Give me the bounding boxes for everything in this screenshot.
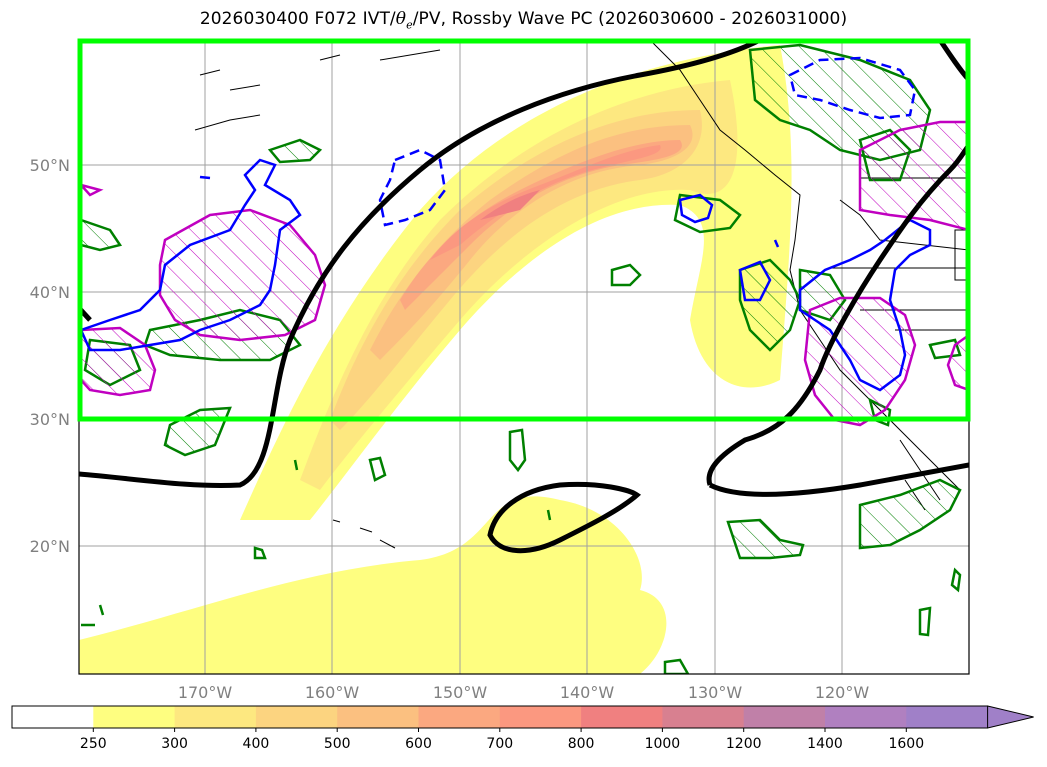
colorbar-tick-label: 1600 <box>888 736 924 752</box>
lon-label-170w: 170°W <box>178 683 233 702</box>
title-prefix: 2026030400 F072 IVT/ <box>199 9 396 29</box>
lon-label-140w: 140°W <box>560 683 615 702</box>
colorbar-tick-label: 800 <box>568 736 595 752</box>
colorbar-tick-label: 700 <box>486 736 513 752</box>
colorbar-tick-label: 1400 <box>807 736 843 752</box>
lon-label-160w: 160°W <box>305 683 360 702</box>
colorbar-swatch <box>662 706 745 728</box>
lon-label-130w: 130°W <box>688 683 743 702</box>
colorbar-swatch <box>825 706 907 728</box>
colorbar-swatch <box>93 706 176 728</box>
pv-magenta-contours <box>79 120 969 427</box>
colorbar-tick-label: 1000 <box>645 736 681 752</box>
lat-label-40n: 40°N <box>30 283 70 302</box>
ivt-shading <box>79 45 792 674</box>
colorbar-tick-label: 250 <box>80 736 107 752</box>
colorbar-swatch <box>337 706 419 728</box>
colorbar-swatch <box>255 706 338 728</box>
colorbar-tick-label: 600 <box>405 736 432 752</box>
colorbar-tick-label: 400 <box>243 736 270 752</box>
colorbar-tick-label: 300 <box>161 736 188 752</box>
lat-label-20n: 20°N <box>30 537 70 556</box>
title-theta: θ <box>395 9 407 29</box>
title-suffix: /PV, Rossby Wave PC (2026030600 - 202603… <box>412 9 848 29</box>
colorbar-swatch <box>499 706 582 728</box>
colorbar-swatch <box>174 706 257 728</box>
colorbar-swatch <box>743 706 826 728</box>
title-theta-subscript: e <box>406 18 413 32</box>
rossby-wave-contours <box>79 40 969 554</box>
colorbar-swatch <box>581 706 663 728</box>
map-title: 2026030400 F072 IVT/θe/PV, Rossby Wave P… <box>0 9 1047 31</box>
colorbar-extend-arrow <box>987 705 1034 729</box>
lon-label-150w: 150°W <box>433 683 488 702</box>
lon-label-120w: 120°W <box>815 683 870 702</box>
lat-label-30n: 30°N <box>30 410 70 429</box>
pv-blue-contours <box>79 56 932 392</box>
colorbar-swatch <box>418 706 501 728</box>
map-panel <box>79 40 969 674</box>
lat-label-50n: 50°N <box>30 156 70 175</box>
colorbar-tick-label: 500 <box>324 736 351 752</box>
colorbar-tick-label: 1200 <box>726 736 762 752</box>
colorbar-swatch <box>906 706 989 728</box>
colorbar-swatch <box>12 706 94 728</box>
domain-box <box>77 38 971 422</box>
colorbar: 250 300 400 500 600 700 800 1000 1200 1400 1600 <box>11 705 1034 752</box>
